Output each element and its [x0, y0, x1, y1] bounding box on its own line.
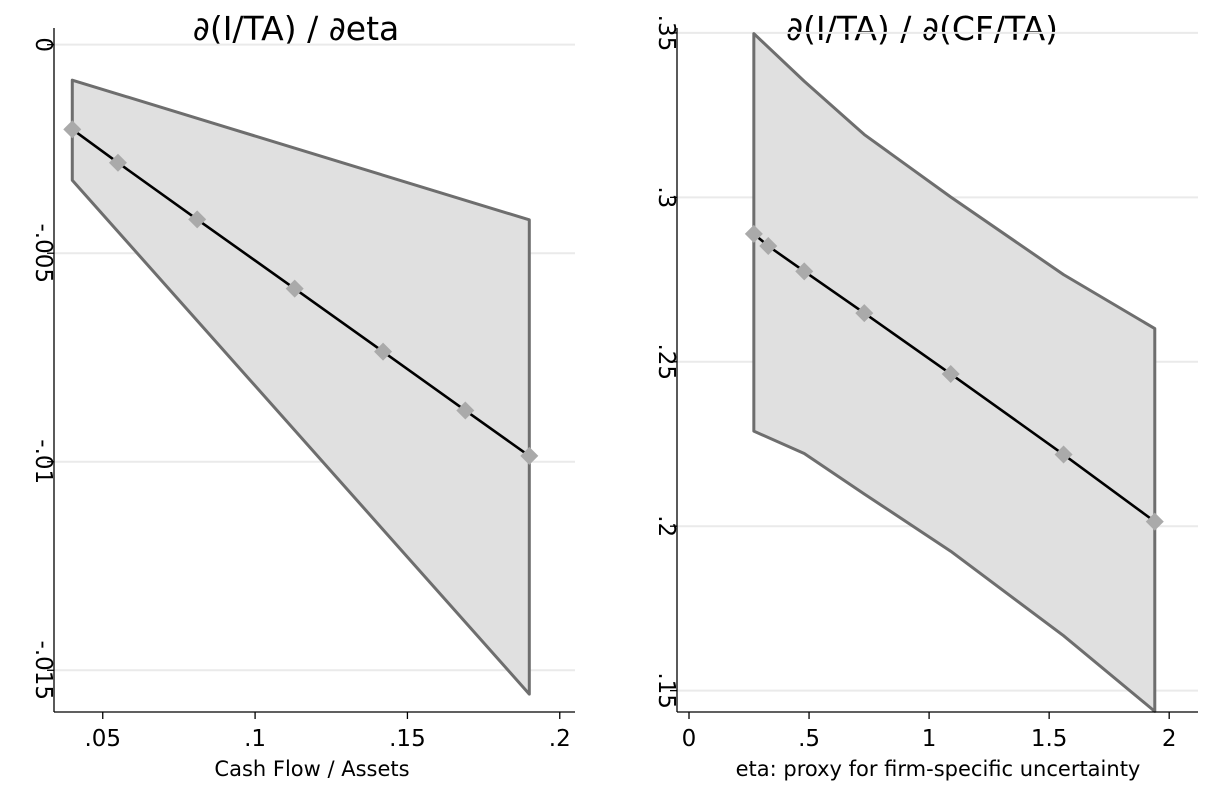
y-tick-label: .35 — [653, 15, 679, 52]
y-tick-label: .3 — [653, 186, 679, 208]
chart-panel-left: ∂(I/TA) / ∂eta .05 .1 .15 .2 0 -.005 -.01 -.015 C… — [30, 9, 575, 781]
data-point — [456, 401, 475, 420]
data-point — [188, 210, 207, 229]
data-point — [941, 364, 960, 383]
data-point — [108, 153, 127, 172]
x-tick-label: .1 — [244, 726, 266, 752]
y-tick-label: .15 — [653, 672, 679, 709]
x-tick-label: .15 — [389, 726, 426, 752]
x-tick-label: 1 — [922, 726, 937, 752]
x-tick-label: .2 — [549, 726, 571, 752]
data-point — [520, 446, 539, 465]
data-point — [374, 342, 393, 361]
chart-title: ∂(I/TA) / ∂(CF/TA) — [786, 9, 1058, 48]
y-tick-label: 0 — [30, 37, 56, 52]
x-tick-label: .05 — [84, 726, 121, 752]
confidence-band — [70, 78, 531, 696]
y-tick-label: -.015 — [30, 641, 56, 701]
data-point — [759, 237, 778, 256]
data-point — [1054, 445, 1073, 464]
y-tick-label: -.01 — [30, 439, 56, 484]
x-axis-label: eta: proxy for firm-specific uncertainty — [736, 757, 1141, 781]
data-point — [855, 304, 874, 323]
data-point — [1145, 512, 1164, 531]
chart-panel-right: ∂(I/TA) / ∂(CF/TA) 0 .5 1 1.5 2 .15 .2 .25 .3 .35 e… — [653, 9, 1198, 781]
data-point — [63, 120, 82, 139]
x-tick-label: 2 — [1162, 726, 1177, 752]
x-tick-label: 1.5 — [1031, 726, 1068, 752]
x-tick-label: .5 — [798, 726, 820, 752]
data-point — [795, 262, 814, 281]
x-axis-label: Cash Flow / Assets — [214, 757, 409, 781]
y-tick-label: .2 — [653, 515, 679, 537]
data-point — [744, 224, 763, 243]
y-tick-label: -.005 — [30, 223, 56, 283]
y-tick-label: .25 — [653, 343, 679, 380]
chart-title: ∂(I/TA) / ∂eta — [193, 9, 399, 48]
data-point — [285, 279, 304, 298]
x-tick-label: 0 — [682, 726, 697, 752]
